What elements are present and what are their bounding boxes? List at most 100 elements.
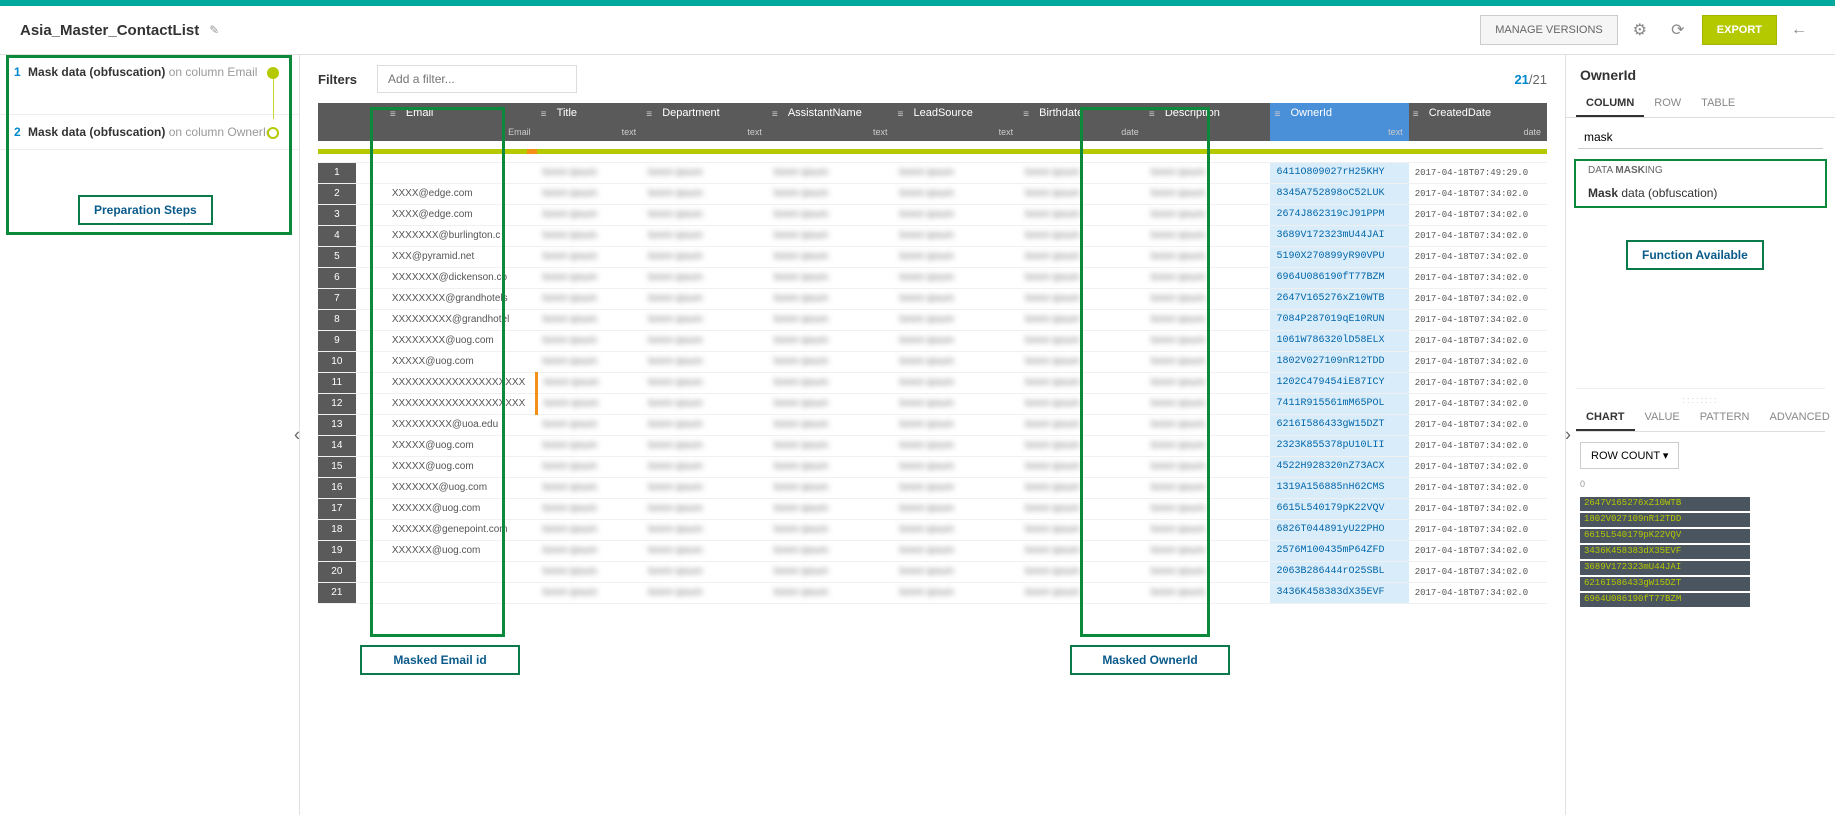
back-arrow-icon[interactable]: ← (1783, 14, 1815, 46)
column-header[interactable]: ≡ Description (1145, 103, 1271, 141)
column-type: Email (508, 127, 531, 137)
cell-ownerid: 2674J862319cJ91PPM (1270, 204, 1408, 225)
add-filter-input[interactable] (377, 65, 577, 93)
cell-email: XXXXXXX@burlington.c (386, 225, 537, 246)
table-row[interactable]: 7XXXXXXXX@grandhotelslorem ipsumlorem ip… (318, 288, 1547, 309)
function-mask-data[interactable]: Mask data (obfuscation) (1576, 180, 1825, 206)
column-header[interactable]: ≡ Title text (537, 103, 643, 141)
column-menu-icon[interactable]: ≡ (1413, 109, 1419, 120)
chart-bar-row[interactable]: 6964U086190fT77BZM (1580, 593, 1821, 607)
chart-bar-row[interactable]: 6216I586433gW15DZT (1580, 577, 1821, 591)
tab-pattern[interactable]: PATTERN (1690, 405, 1760, 431)
table-row[interactable]: 20lorem ipsumlorem ipsumlorem ipsumlorem… (318, 561, 1547, 582)
prep-step[interactable]: 2 Mask data (obfuscation) on column Owne… (0, 115, 299, 150)
row-number: 1 (318, 162, 356, 183)
tab-advanced[interactable]: ADVANCED (1759, 405, 1835, 431)
table-row[interactable]: 8XXXXXXXXX@grandhotellorem ipsumlorem ip… (318, 309, 1547, 330)
chart-bar-row[interactable]: 3436K458383dX35EVF (1580, 545, 1821, 559)
column-menu-icon[interactable]: ≡ (898, 109, 904, 120)
cell-blurred: lorem ipsum (537, 561, 643, 582)
row-count-dropdown[interactable]: ROW COUNT ▾ (1580, 442, 1679, 469)
table-row[interactable]: 19XXXXXX@uog.comlorem ipsumlorem ipsumlo… (318, 540, 1547, 561)
column-header[interactable]: ≡ CreatedDate date (1409, 103, 1547, 141)
cell-blurred: lorem ipsum (642, 414, 768, 435)
expand-right-icon[interactable]: › (1565, 425, 1571, 446)
column-header[interactable]: ≡ LeadSource text (894, 103, 1020, 141)
table-row[interactable]: 18XXXXXX@genepoint.comlorem ipsumlorem i… (318, 519, 1547, 540)
cell-blurred: lorem ipsum (768, 393, 894, 414)
table-row[interactable]: 1lorem ipsumlorem ipsumlorem ipsumlorem … (318, 162, 1547, 183)
column-header[interactable] (356, 103, 386, 141)
cell-blurred: lorem ipsum (1019, 162, 1145, 183)
edit-title-icon[interactable]: ✎ (209, 23, 219, 37)
tab-table[interactable]: TABLE (1691, 91, 1745, 117)
drag-handle[interactable]: :::::::: (1576, 388, 1825, 405)
table-row[interactable]: 14XXXXX@uog.comlorem ipsumlorem ipsumlor… (318, 435, 1547, 456)
cell (356, 414, 386, 435)
step-column-ref: on column OwnerId (169, 125, 273, 139)
cell-blurred: lorem ipsum (642, 435, 768, 456)
tab-row[interactable]: ROW (1644, 91, 1691, 117)
column-menu-icon[interactable]: ≡ (772, 109, 778, 120)
cell-blurred: lorem ipsum (642, 225, 768, 246)
table-row[interactable]: 9XXXXXXXX@uog.comlorem ipsumlorem ipsuml… (318, 330, 1547, 351)
column-header[interactable]: ≡ AssistantName text (768, 103, 894, 141)
data-table: ≡ Email Email≡ Title text≡ Department te… (318, 103, 1547, 604)
column-type: text (873, 127, 888, 137)
column-menu-icon[interactable]: ≡ (1274, 109, 1280, 120)
column-menu-icon[interactable]: ≡ (646, 109, 652, 120)
tab-value[interactable]: VALUE (1635, 405, 1690, 431)
chart-bar-row[interactable]: 2647V165276xZ10WTB (1580, 497, 1821, 511)
table-row[interactable]: 11XXXXXXXXXXXXXXXXXXXXlorem ipsumlorem i… (318, 372, 1547, 393)
table-row[interactable]: 12XXXXXXXXXXXXXXXXXXXXlorem ipsumlorem i… (318, 393, 1547, 414)
cell-blurred: lorem ipsum (1019, 330, 1145, 351)
cell (356, 183, 386, 204)
filters-label: Filters (318, 72, 357, 87)
cell-ownerid: 7411R915561mM65POL (1270, 393, 1408, 414)
column-header[interactable]: ≡ Birthdate date (1019, 103, 1145, 141)
table-row[interactable]: 2XXXX@edge.comlorem ipsumlorem ipsumlore… (318, 183, 1547, 204)
table-row[interactable]: 15XXXXX@uog.comlorem ipsumlorem ipsumlor… (318, 456, 1547, 477)
column-header[interactable]: ≡ Department text (642, 103, 768, 141)
chart-tabs: CHART VALUE PATTERN ADVANCED (1576, 405, 1825, 432)
cell-email: XXXXXXXXXXXXXXXXXXXX (386, 372, 537, 393)
column-menu-icon[interactable]: ≡ (1023, 109, 1029, 120)
table-row[interactable]: 16XXXXXXX@uog.comlorem ipsumlorem ipsuml… (318, 477, 1547, 498)
cell-ownerid: 1061W786320lD58ELX (1270, 330, 1408, 351)
quality-bar (1409, 149, 1547, 154)
row-number: 11 (318, 372, 356, 393)
tab-chart[interactable]: CHART (1576, 405, 1635, 431)
chart-bar-row[interactable]: 1802V027109nR12TDD (1580, 513, 1821, 527)
table-row[interactable]: 4XXXXXXX@burlington.clorem ipsumlorem ip… (318, 225, 1547, 246)
table-row[interactable]: 6XXXXXXX@dickenson.colorem ipsumlorem ip… (318, 267, 1547, 288)
table-row[interactable]: 5XXX@pyramid.netlorem ipsumlorem ipsumlo… (318, 246, 1547, 267)
cell-ownerid: 1319A156885nH62CMS (1270, 477, 1408, 498)
chart-bar-row[interactable]: 6615L540179pK22VQV (1580, 529, 1821, 543)
column-menu-icon[interactable]: ≡ (1149, 109, 1155, 120)
function-search-input[interactable] (1578, 126, 1823, 149)
tab-column[interactable]: COLUMN (1576, 91, 1644, 117)
cell-blurred: lorem ipsum (768, 225, 894, 246)
gear-icon[interactable]: ⚙ (1624, 14, 1656, 46)
row-count: 21/21 (1514, 72, 1547, 87)
table-row[interactable]: 17XXXXXX@uog.comlorem ipsumlorem ipsumlo… (318, 498, 1547, 519)
row-number: 13 (318, 414, 356, 435)
column-header[interactable]: ≡ OwnerId text (1270, 103, 1408, 141)
prep-step[interactable]: 1 Mask data (obfuscation) on column Emai… (0, 55, 299, 115)
column-header[interactable]: ≡ Email Email (386, 103, 537, 141)
column-menu-icon[interactable]: ≡ (541, 109, 547, 120)
table-row[interactable]: 10XXXXX@uog.comlorem ipsumlorem ipsumlor… (318, 351, 1547, 372)
function-available-annotation: Function Available (1626, 240, 1764, 270)
table-row[interactable]: 3XXXX@edge.comlorem ipsumlorem ipsumlore… (318, 204, 1547, 225)
export-button[interactable]: EXPORT (1702, 15, 1777, 45)
history-icon[interactable]: ⟳ (1662, 14, 1694, 46)
table-row[interactable]: 13XXXXXXXXX@uoa.edulorem ipsumlorem ipsu… (318, 414, 1547, 435)
column-header[interactable] (318, 103, 356, 141)
cell-blurred: lorem ipsum (1019, 435, 1145, 456)
chart-bar-row[interactable]: 3689V172323mU44JAI (1580, 561, 1821, 575)
column-name: Description (1165, 107, 1265, 119)
column-menu-icon[interactable]: ≡ (390, 109, 396, 120)
column-type: date (1523, 127, 1541, 137)
table-row[interactable]: 21lorem ipsumlorem ipsumlorem ipsumlorem… (318, 582, 1547, 603)
manage-versions-button[interactable]: MANAGE VERSIONS (1480, 15, 1618, 45)
